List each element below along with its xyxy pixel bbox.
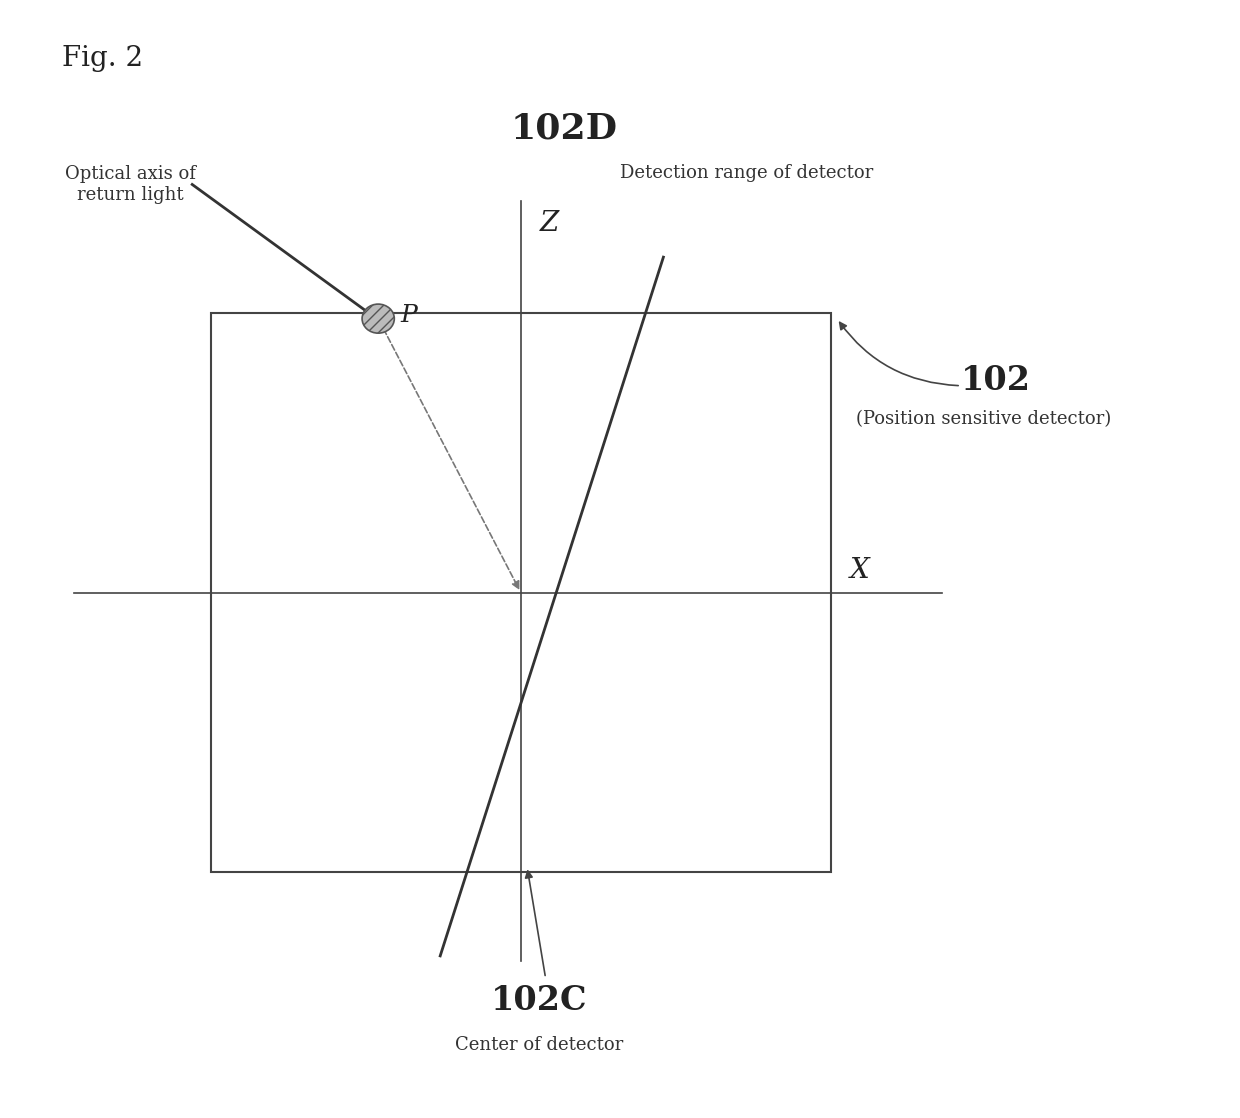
Text: P: P bbox=[401, 304, 418, 326]
Text: (Position sensitive detector): (Position sensitive detector) bbox=[856, 410, 1111, 428]
Text: 102C: 102C bbox=[491, 984, 588, 1017]
Text: 102D: 102D bbox=[511, 112, 618, 145]
Text: Fig. 2: Fig. 2 bbox=[62, 45, 143, 72]
Text: Optical axis of
return light: Optical axis of return light bbox=[64, 165, 196, 203]
Bar bbox=[211, 313, 831, 872]
Text: Detection range of detector: Detection range of detector bbox=[620, 164, 873, 182]
Circle shape bbox=[362, 304, 394, 333]
Text: Z: Z bbox=[539, 210, 559, 237]
Text: Center of detector: Center of detector bbox=[455, 1036, 624, 1054]
Text: X: X bbox=[849, 557, 869, 584]
Text: 102: 102 bbox=[961, 363, 1030, 397]
